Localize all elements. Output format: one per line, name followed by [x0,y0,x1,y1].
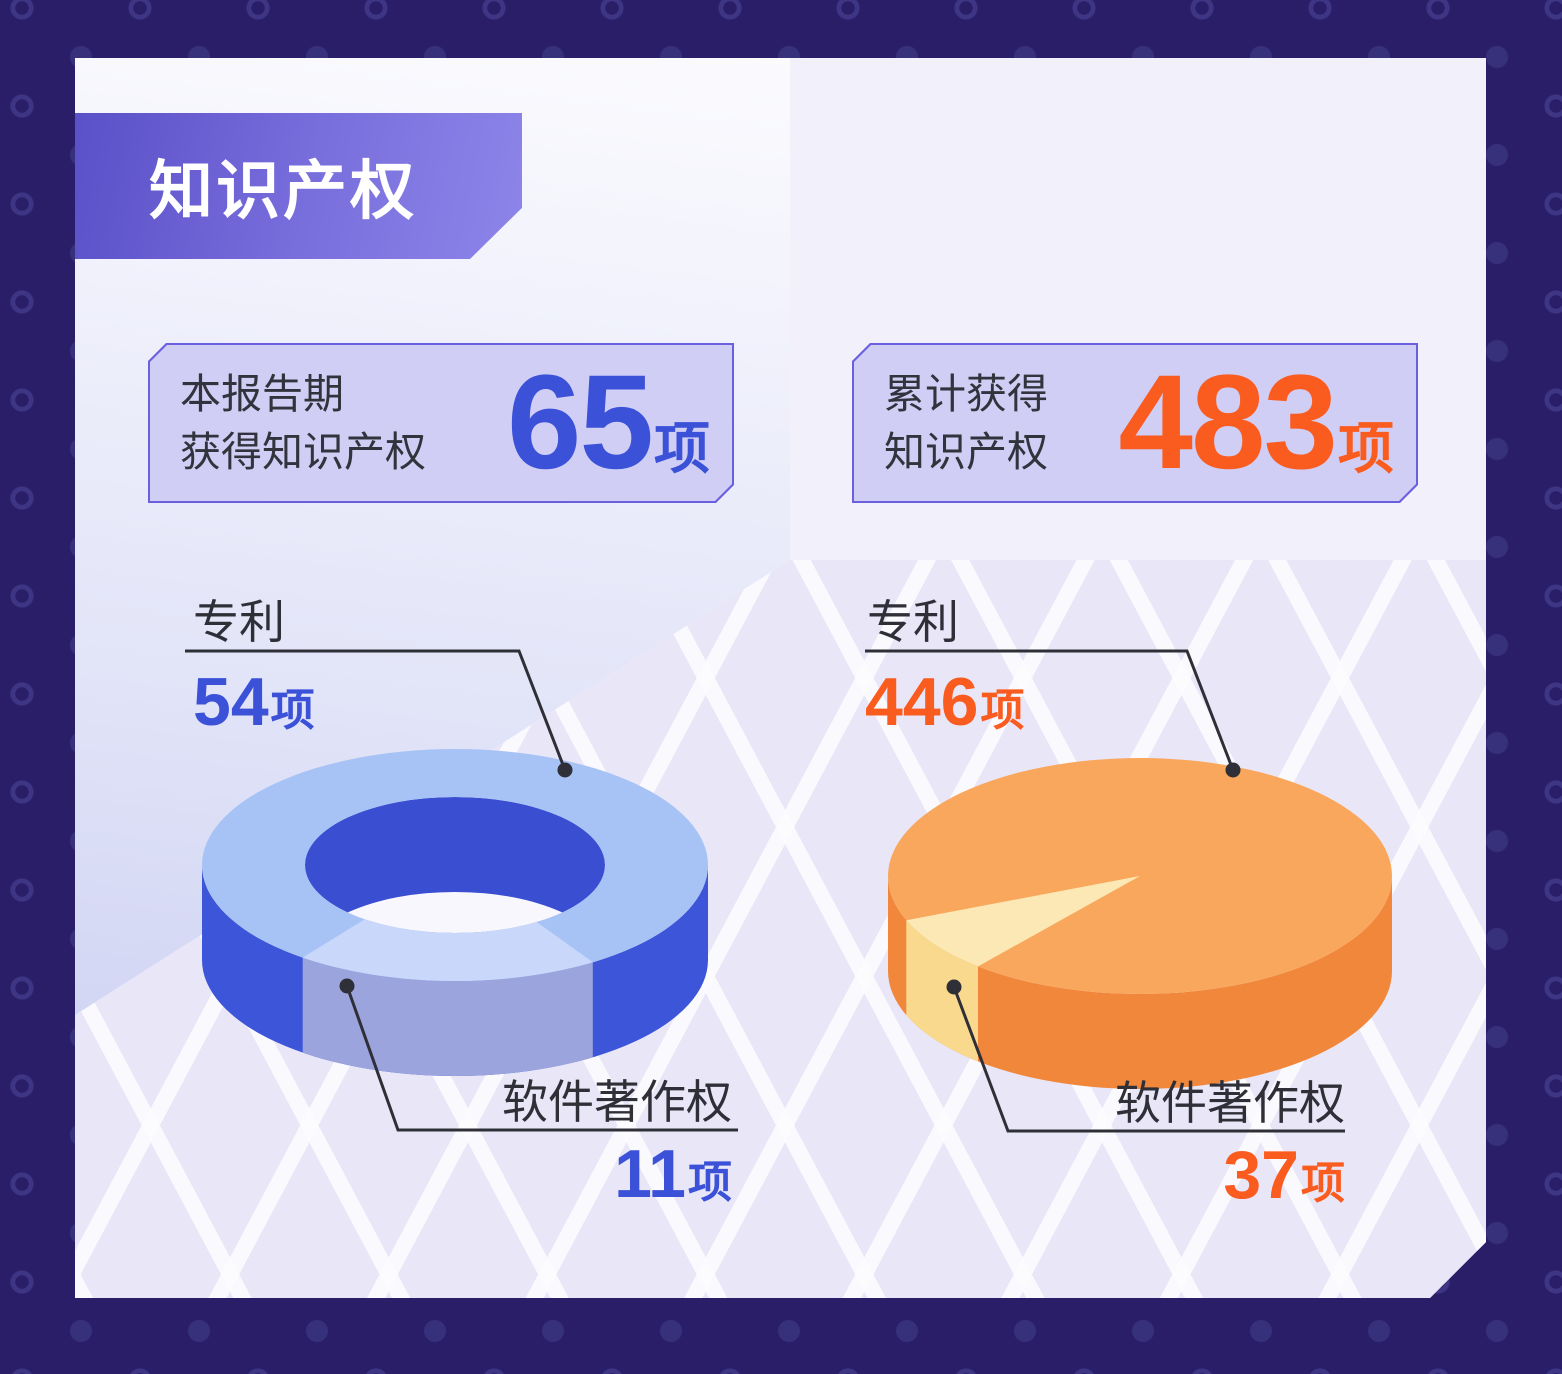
donut-side-wall-software [303,958,593,1076]
leader-lines [185,651,1345,1131]
charts-canvas [75,58,1486,1298]
stat-box-period-label: 本报告期 获得知识产权 [180,370,426,475]
donut-software-value: 11 项 [614,1136,732,1212]
leader-pie-software [954,987,1345,1131]
pie-chart-cumulative [888,758,1392,1089]
stat-box-cumulative-label: 累计获得 知识产权 [884,370,1048,475]
donut-chart-period [202,749,708,1076]
leader-dot-pie-software [947,980,962,995]
pie-side-wall-patent [888,876,1392,1089]
content-card: 知识产权 本报告期 获得知识产权 65 项 累计获得 知识产权 [75,58,1486,1298]
title-banner: 知识产权 [75,113,522,259]
pie-patent-label: 专利 [867,596,959,648]
stat-box-period-value: 65 项 [506,348,710,497]
leader-dot-donut-software [340,979,355,994]
pie-side-wall-software [906,920,978,1061]
donut-top-software-slice [303,919,593,981]
stat-box-period: 本报告期 获得知识产权 65 项 [148,343,734,503]
donut-patent-value: 54 项 [193,664,315,740]
stat-box-cumulative-value: 483 项 [1118,348,1394,497]
stat-box-cumulative: 累计获得 知识产权 483 项 [852,343,1418,503]
donut-patent-label: 专利 [193,596,285,648]
pie-patent-value: 446 项 [865,664,1025,740]
donut-software-label: 软件著作权 [502,1076,732,1128]
leader-dots [340,763,1241,995]
pie-top-software-slice [906,876,1140,966]
leader-dot-donut-patent [558,763,573,778]
pie-software-value: 37 项 [1223,1137,1345,1213]
pie-software-label: 软件著作权 [1115,1077,1345,1129]
leader-dot-pie-patent [1226,763,1241,778]
page-title: 知识产权 [149,155,417,227]
leader-pie-patent [865,651,1233,770]
donut-inner-wall [305,797,605,933]
donut-top-patent-slice [202,749,708,981]
leader-donut-software [347,986,738,1130]
leader-donut-patent [185,651,565,770]
